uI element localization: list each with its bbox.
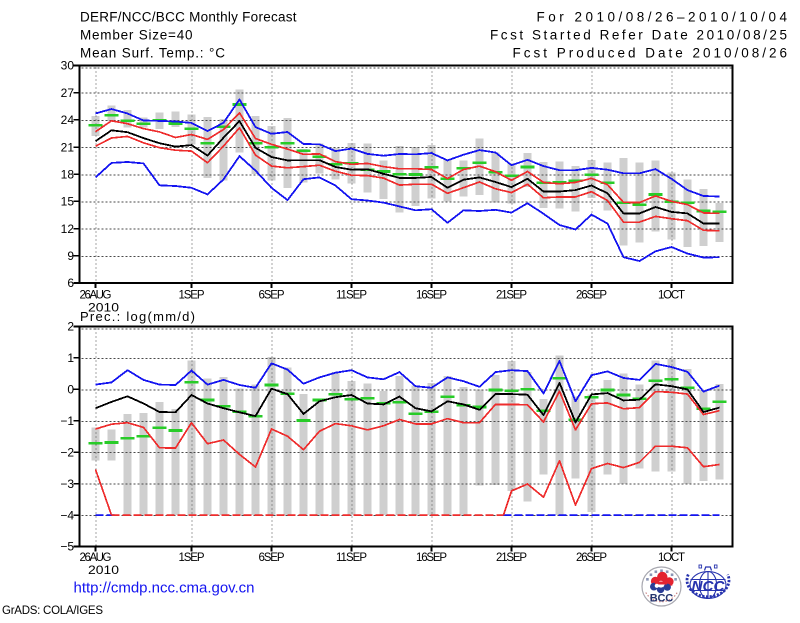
svg-text:−4: −4	[60, 508, 74, 522]
svg-text:6SEP: 6SEP	[259, 552, 285, 564]
svg-text:1SEP: 1SEP	[179, 290, 205, 302]
svg-text:9: 9	[67, 249, 74, 263]
svg-text:21: 21	[61, 140, 75, 154]
svg-text:Member Size=40: Member Size=40	[80, 28, 193, 43]
svg-text:18: 18	[61, 167, 75, 181]
svg-text:0: 0	[67, 383, 74, 397]
svg-text:26SEP: 26SEP	[576, 552, 607, 564]
svg-text:15: 15	[61, 195, 75, 209]
svg-text:NCC: NCC	[692, 578, 726, 595]
svg-text:DERF/NCC/BCC Monthly Forecast: DERF/NCC/BCC Monthly Forecast	[80, 10, 297, 25]
svg-text:6: 6	[67, 276, 74, 290]
svg-text:16SEP: 16SEP	[416, 290, 447, 302]
svg-text:26AUG: 26AUG	[80, 552, 112, 564]
svg-text:27: 27	[61, 86, 75, 100]
svg-text:Mean Surf. Temp.: °C: Mean Surf. Temp.: °C	[80, 46, 225, 61]
svg-text:12: 12	[61, 222, 75, 236]
svg-text:26SEP: 26SEP	[576, 290, 607, 302]
svg-text:1: 1	[67, 351, 74, 365]
svg-text:1SEP: 1SEP	[179, 552, 205, 564]
svg-text:−3: −3	[60, 477, 74, 491]
svg-text:21SEP: 21SEP	[496, 552, 527, 564]
svg-text:http://cmdp.ncc.cma.gov.cn: http://cmdp.ncc.cma.gov.cn	[74, 580, 255, 597]
svg-text:For 2010/08/26–2010/10/04: For 2010/08/26–2010/10/04	[537, 10, 788, 25]
svg-text:Fcst Started Refer Date 2010/0: Fcst Started Refer Date 2010/08/25	[490, 28, 787, 43]
svg-text:2: 2	[67, 320, 74, 334]
svg-text:11SEP: 11SEP	[336, 552, 367, 564]
svg-text:Prec.: log(mm/d): Prec.: log(mm/d)	[80, 309, 195, 324]
svg-text:GrADS: COLA/IGES: GrADS: COLA/IGES	[2, 605, 103, 617]
svg-text:16SEP: 16SEP	[416, 552, 447, 564]
svg-text:BCC: BCC	[650, 593, 674, 605]
svg-text:6SEP: 6SEP	[259, 290, 285, 302]
svg-text:2010: 2010	[88, 303, 119, 315]
svg-text:2010: 2010	[88, 565, 119, 577]
svg-text:21SEP: 21SEP	[496, 290, 527, 302]
svg-text:24: 24	[61, 113, 75, 127]
svg-text:−1: −1	[60, 414, 74, 428]
svg-text:−5: −5	[60, 540, 74, 554]
svg-text:26AUG: 26AUG	[80, 290, 112, 302]
svg-text:1OCT: 1OCT	[658, 552, 685, 564]
svg-text:30: 30	[61, 59, 75, 73]
svg-text:11SEP: 11SEP	[336, 290, 367, 302]
svg-text:1OCT: 1OCT	[658, 290, 685, 302]
svg-text:Fcst Produced Date 2010/08/26: Fcst Produced Date 2010/08/26	[513, 46, 788, 61]
svg-text:−2: −2	[60, 445, 74, 459]
